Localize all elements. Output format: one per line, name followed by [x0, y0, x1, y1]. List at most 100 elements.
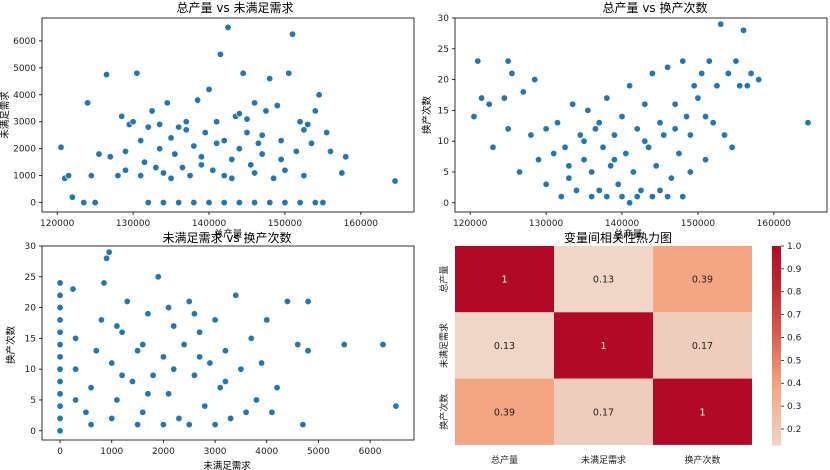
data-point [648, 69, 656, 77]
data-point [113, 396, 121, 404]
colorbar-segment [772, 385, 781, 389]
data-points [470, 20, 812, 207]
y-tick-label: 5 [443, 168, 449, 178]
heatmap-cell-value: 0.17 [593, 407, 614, 418]
data-point [300, 126, 308, 134]
data-point [159, 169, 167, 177]
data-point [542, 180, 550, 188]
data-point [167, 174, 175, 182]
colorbar-segment [772, 397, 781, 401]
data-point [277, 137, 285, 145]
data-point [163, 99, 171, 107]
data-point [258, 131, 266, 139]
data-point [56, 353, 64, 361]
data-point [304, 297, 312, 305]
data-point [171, 150, 179, 158]
data-point [281, 166, 289, 174]
data-point [87, 172, 95, 180]
data-point [641, 137, 649, 145]
colorbar-segment [772, 420, 781, 424]
data-point [190, 371, 198, 379]
data-point [84, 99, 92, 107]
heatmap-cell-value: 0.13 [593, 275, 614, 286]
heatmap-y-label: 换产次数 [438, 394, 450, 430]
colorbar-segment [772, 318, 781, 322]
data-point [732, 57, 740, 65]
x-tick-label: 150000 [681, 219, 716, 229]
y-tick-label: 0 [30, 199, 36, 209]
colorbar-segment [772, 265, 781, 269]
data-point [660, 131, 668, 139]
x-axis-label: 未满足需求 [203, 460, 251, 470]
data-point [232, 291, 240, 299]
data-point [315, 91, 323, 99]
data-point [268, 408, 276, 416]
y-axis-label: 未满足需求 [0, 91, 11, 139]
colorbar-segment [772, 395, 781, 399]
data-point [610, 156, 618, 164]
data-point [258, 359, 266, 367]
data-point [196, 328, 204, 336]
chart-title: 未满足需求 vs 换产次数 [163, 230, 292, 245]
colorbar-segment [772, 347, 781, 352]
data-point [113, 322, 121, 330]
data-point [180, 341, 188, 349]
data-point [144, 390, 152, 398]
data-point [170, 322, 178, 330]
colorbar-segment [772, 338, 781, 342]
data-point [648, 193, 656, 201]
data-point [220, 172, 228, 180]
data-point [266, 199, 274, 207]
data-point [182, 126, 190, 134]
data-point [95, 150, 103, 158]
colorbar-segment [772, 315, 781, 319]
heatmap-cell [554, 312, 653, 379]
colorbar-segment [772, 382, 781, 386]
x-tick-label: 4000 [255, 447, 278, 457]
colorbar-segment [772, 280, 781, 284]
data-point [804, 119, 812, 127]
heatmap-cell-value: 0.39 [494, 407, 515, 418]
data-point [178, 164, 186, 172]
data-point [713, 82, 721, 90]
colorbar-segment [772, 425, 781, 429]
data-point [205, 85, 213, 93]
heatmap-cell-value: 1 [699, 407, 705, 418]
x-tick-label: 160000 [344, 219, 379, 229]
heatmap-cell [455, 246, 554, 313]
data-point [56, 279, 64, 287]
colorbar-tick-label: 0.7 [787, 311, 801, 321]
colorbar-segment [772, 258, 781, 262]
data-point [292, 147, 300, 155]
data-point [239, 69, 247, 77]
heatmap-cells: 1 0.13 0.39 0.13 1 0.17 0.39 0.17 1 [455, 246, 752, 445]
data-point [165, 390, 173, 398]
data-point [140, 158, 148, 166]
data-point [531, 76, 539, 84]
colorbar-segment [772, 377, 781, 381]
data-point [338, 169, 346, 177]
colorbar-segment [772, 405, 781, 409]
data-point [65, 172, 73, 180]
data-point [698, 69, 706, 77]
data-point [755, 76, 763, 84]
data-point [319, 199, 327, 207]
colorbar-segment [772, 320, 781, 324]
data-point [216, 50, 224, 58]
y-tick-label: 3000 [13, 118, 36, 128]
data-point [205, 199, 213, 207]
x-tick-label: 160000 [757, 219, 792, 229]
x-ticks: 0 1000 2000 3000 4000 5000 6000 [57, 440, 382, 457]
x-tick-label: 5000 [307, 447, 330, 457]
data-point [553, 119, 561, 127]
data-point [683, 113, 691, 121]
colorbar-segment [772, 410, 781, 414]
data-point [211, 421, 219, 429]
data-point [686, 131, 694, 139]
colorbar-segment [772, 328, 781, 332]
data-point [175, 199, 183, 207]
data-point [304, 347, 312, 355]
data-point [300, 172, 308, 180]
data-point [139, 341, 147, 349]
data-point [72, 334, 80, 342]
